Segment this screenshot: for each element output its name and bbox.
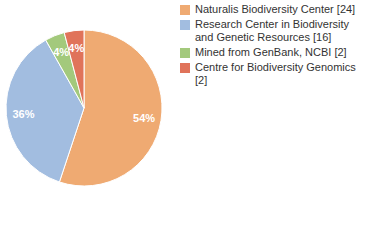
svg-text:4%: 4% [53,46,69,58]
html-text:Mined from GenBank, NCBI [2]: Mined from GenBank, NCBI [2] [195,46,347,58]
svg-text:4%: 4% [68,42,84,54]
html-text:Centre for Biodiversity Genomi: Centre for Biodiversity Genomics [2] [195,61,356,86]
html-text:Research Center in Biodiversit: Research Center in Biodiversity and Gene… [195,18,350,43]
html-text:Naturalis Biodiversity Center: Naturalis Biodiversity Center [24] [195,3,356,15]
svg-text:36%: 36% [12,108,34,120]
svg-text:54%: 54% [133,112,155,124]
